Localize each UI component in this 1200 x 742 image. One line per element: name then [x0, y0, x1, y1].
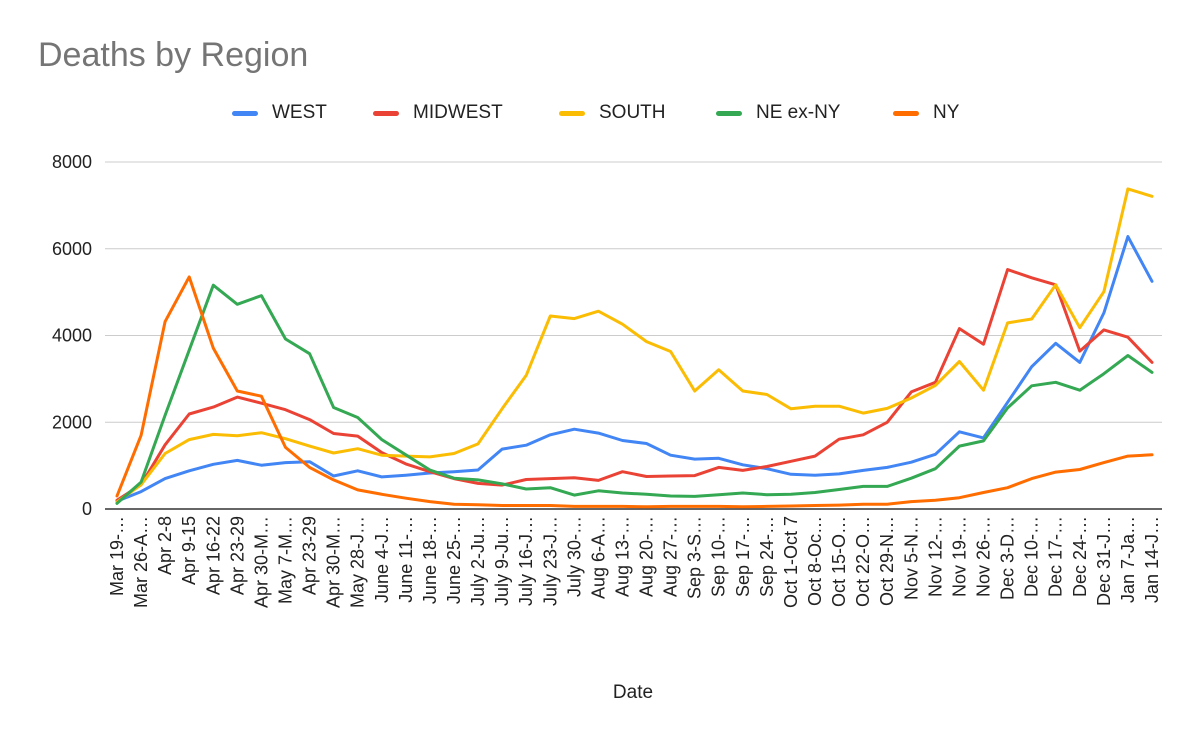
x-tick-label: June 25-…: [444, 516, 464, 604]
x-tick-label: Sep 10-…: [709, 516, 729, 597]
x-tick-label: June 11-…: [396, 516, 416, 603]
series-line-west: [115, 235, 1154, 503]
x-tick-label: Aug 6-A…: [588, 516, 608, 599]
legend-label-ne-ex-ny: NE ex-NY: [756, 102, 841, 123]
legend-item-ne-ex-ny[interactable]: NE ex-NY: [716, 98, 840, 128]
y-tick-label: 4000: [52, 326, 92, 346]
x-tick-label: Dec 17-…: [1046, 516, 1066, 597]
x-tick-label: Mar 19-…: [107, 516, 127, 596]
x-tick-label: July 23-J…: [540, 516, 560, 606]
legend-swatch-ne-ex-ny: [716, 110, 742, 116]
legend-swatch-west: [232, 110, 258, 116]
x-tick-label: Sep 3-S…: [685, 516, 705, 599]
x-tick-label: Apr 30-M…: [251, 516, 271, 608]
legend-item-midwest[interactable]: MIDWEST: [373, 98, 503, 128]
x-tick-label: Oct 22-O…: [853, 516, 873, 607]
x-tick-label: July 9-Ju…: [492, 516, 512, 606]
x-tick-label: Apr 9-15: [179, 516, 199, 585]
x-tick-label: Oct 1-Oct 7: [781, 516, 801, 608]
legend-swatch-midwest: [373, 110, 399, 116]
x-tick-label: Nov 5-N…: [901, 516, 921, 600]
legend-swatch-south: [559, 110, 585, 116]
x-tick-label: Dec 3-D…: [998, 516, 1018, 600]
x-tick-label: Nov 26-…: [974, 516, 994, 597]
x-tick-label: July 2-Ju…: [468, 516, 488, 606]
x-axis-title: Date: [613, 682, 653, 703]
x-tick-label: Oct 15-O…: [829, 516, 849, 607]
y-tick-label: 0: [82, 499, 92, 519]
y-tick-label: 2000: [52, 412, 92, 432]
x-tick-label: Aug 20-…: [637, 516, 657, 597]
x-tick-label: Oct 29-N…: [877, 516, 897, 606]
x-tick-label: Aug 13-…: [612, 516, 632, 597]
x-tick-label: Nov 12-…: [925, 516, 945, 597]
series-line-midwest: [115, 268, 1154, 502]
legend-label-ny: NY: [933, 102, 960, 123]
y-tick-label: 8000: [52, 152, 92, 172]
series-line-south: [115, 187, 1154, 504]
legend-label-west: WEST: [272, 102, 327, 123]
x-tick-label: May 7-M…: [275, 516, 295, 604]
y-tick-label: 6000: [52, 239, 92, 259]
legend-label-south: SOUTH: [599, 102, 666, 123]
x-tick-label: Dec 31-J…: [1094, 516, 1114, 606]
x-tick-label: Dec 10-…: [1022, 516, 1042, 597]
x-tick-label: Dec 24-…: [1070, 516, 1090, 597]
x-tick-label: July 16-J…: [516, 516, 536, 606]
legend-swatch-ny: [893, 110, 919, 116]
x-tick-label: Jan 14-J…: [1142, 516, 1162, 603]
x-tick-label: June 18-…: [420, 516, 440, 604]
x-tick-label: Sep 17-…: [733, 516, 753, 597]
legend-item-south[interactable]: SOUTH: [559, 98, 666, 128]
x-tick-label: Jan 7-Ja…: [1118, 516, 1138, 603]
x-tick-label: Aug 27-…: [661, 516, 681, 597]
x-tick-label: Apr 23-29: [227, 516, 247, 595]
legend-label-midwest: MIDWEST: [413, 102, 503, 123]
x-tick-label: Oct 8-Oc…: [805, 516, 825, 606]
legend: WEST MIDWEST SOUTH NE ex-NY NY: [0, 98, 1200, 128]
x-tick-label: Apr 23-29: [300, 516, 320, 595]
x-tick-label: Apr 2-8: [155, 516, 175, 575]
x-tick-label: May 28-J…: [348, 516, 368, 608]
x-tick-label: Apr 30-M…: [324, 516, 344, 608]
x-tick-label: Mar 26-A…: [131, 516, 151, 608]
x-tick-label: June 4-J…: [372, 516, 392, 603]
chart-title: Deaths by Region: [38, 36, 309, 74]
legend-item-west[interactable]: WEST: [232, 98, 327, 128]
legend-item-ny[interactable]: NY: [893, 98, 959, 128]
x-tick-label: Apr 16-22: [203, 516, 223, 595]
x-tick-label: Nov 19-…: [949, 516, 969, 597]
x-tick-label: July 30-…: [564, 516, 584, 597]
series-line-ne-ex-ny: [115, 283, 1154, 505]
series-line-ny: [115, 275, 1154, 509]
x-tick-label: Sep 24-…: [757, 516, 777, 597]
